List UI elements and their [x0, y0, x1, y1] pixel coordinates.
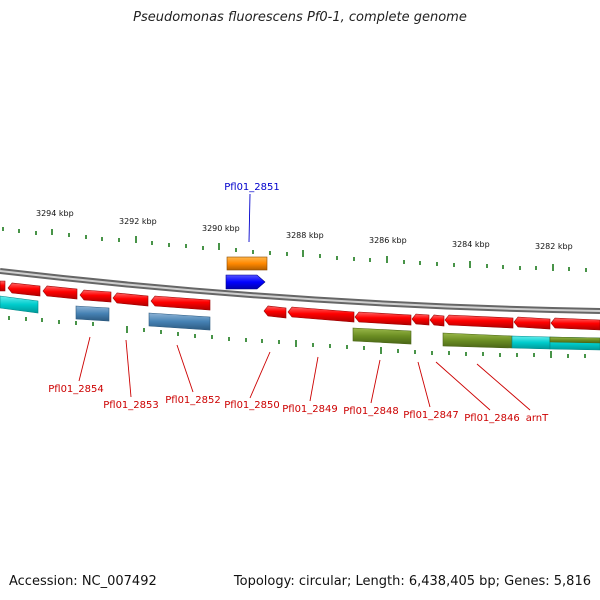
gene-arrow[interactable] — [354, 311, 412, 326]
gene-label-pfl01-2851[interactable]: Pfl01_2851 — [224, 182, 280, 193]
gene-label-pfl01-2852[interactable]: Pfl01_2852 — [165, 395, 221, 406]
olive-feature[interactable] — [442, 332, 513, 349]
accession-text: Accession: NC_007492 — [9, 574, 157, 589]
scale-label-3290: 3290 kbp — [202, 224, 240, 233]
map-title: Pseudomonas fluorescens Pf0-1, complete … — [133, 10, 467, 25]
scale-label-3292: 3292 kbp — [119, 217, 157, 226]
olive-feature[interactable] — [549, 336, 600, 344]
scale-label-3284: 3284 kbp — [452, 240, 490, 249]
genome-stats-text: Topology: circular; Length: 6,438,405 bp… — [233, 574, 591, 589]
gene-arrow[interactable] — [411, 313, 430, 326]
cyan-feature[interactable] — [0, 295, 39, 314]
gene-label-pfl01-2847[interactable]: Pfl01_2847 — [403, 410, 459, 421]
blue-gene-arrow[interactable] — [225, 274, 266, 290]
steel-feature[interactable] — [75, 305, 110, 322]
gene-arrow[interactable] — [0, 280, 6, 292]
scale-label-3286: 3286 kbp — [369, 236, 407, 245]
gene-arrow[interactable] — [7, 282, 41, 297]
scale-label-3294: 3294 kbp — [36, 209, 74, 218]
outer-scale-ticks — [2, 227, 587, 272]
scale-label-3288: 3288 kbp — [286, 231, 324, 240]
gene-arrow[interactable] — [42, 285, 78, 300]
olive-feature[interactable] — [352, 327, 412, 345]
red-gene-track — [0, 280, 600, 331]
gene-label-pfl01-2853[interactable]: Pfl01_2853 — [103, 400, 159, 411]
genome-backbone-highlight — [0, 270, 600, 312]
gene-arrow[interactable] — [263, 305, 287, 319]
inner-scale-ticks — [8, 316, 586, 358]
gene-arrow[interactable] — [112, 292, 149, 307]
callout-lines — [78, 193, 531, 411]
gene-label-pfl01-2850[interactable]: Pfl01_2850 — [224, 400, 280, 411]
gene-arrow[interactable] — [150, 295, 211, 311]
gene-label-pfl01-2846[interactable]: Pfl01_2846 — [464, 413, 520, 424]
steel-feature[interactable] — [148, 312, 211, 331]
scale-label-3282: 3282 kbp — [535, 242, 573, 251]
gene-arrow[interactable] — [513, 316, 551, 330]
gene-label-pfl01-2849[interactable]: Pfl01_2849 — [282, 404, 338, 415]
gene-label-pfl01-2854[interactable]: Pfl01_2854 — [48, 384, 104, 395]
gene-arrow[interactable] — [429, 314, 445, 327]
gene-label-arnt[interactable]: arnT — [526, 413, 549, 424]
gene-arrow[interactable] — [444, 314, 514, 329]
orange-feature[interactable] — [226, 256, 268, 271]
gene-arrow[interactable] — [79, 289, 112, 303]
cyan-feature[interactable] — [511, 335, 551, 350]
gene-label-pfl01-2848[interactable]: Pfl01_2848 — [343, 406, 399, 417]
gene-arrow[interactable] — [287, 306, 355, 323]
gene-arrow[interactable] — [550, 317, 600, 331]
